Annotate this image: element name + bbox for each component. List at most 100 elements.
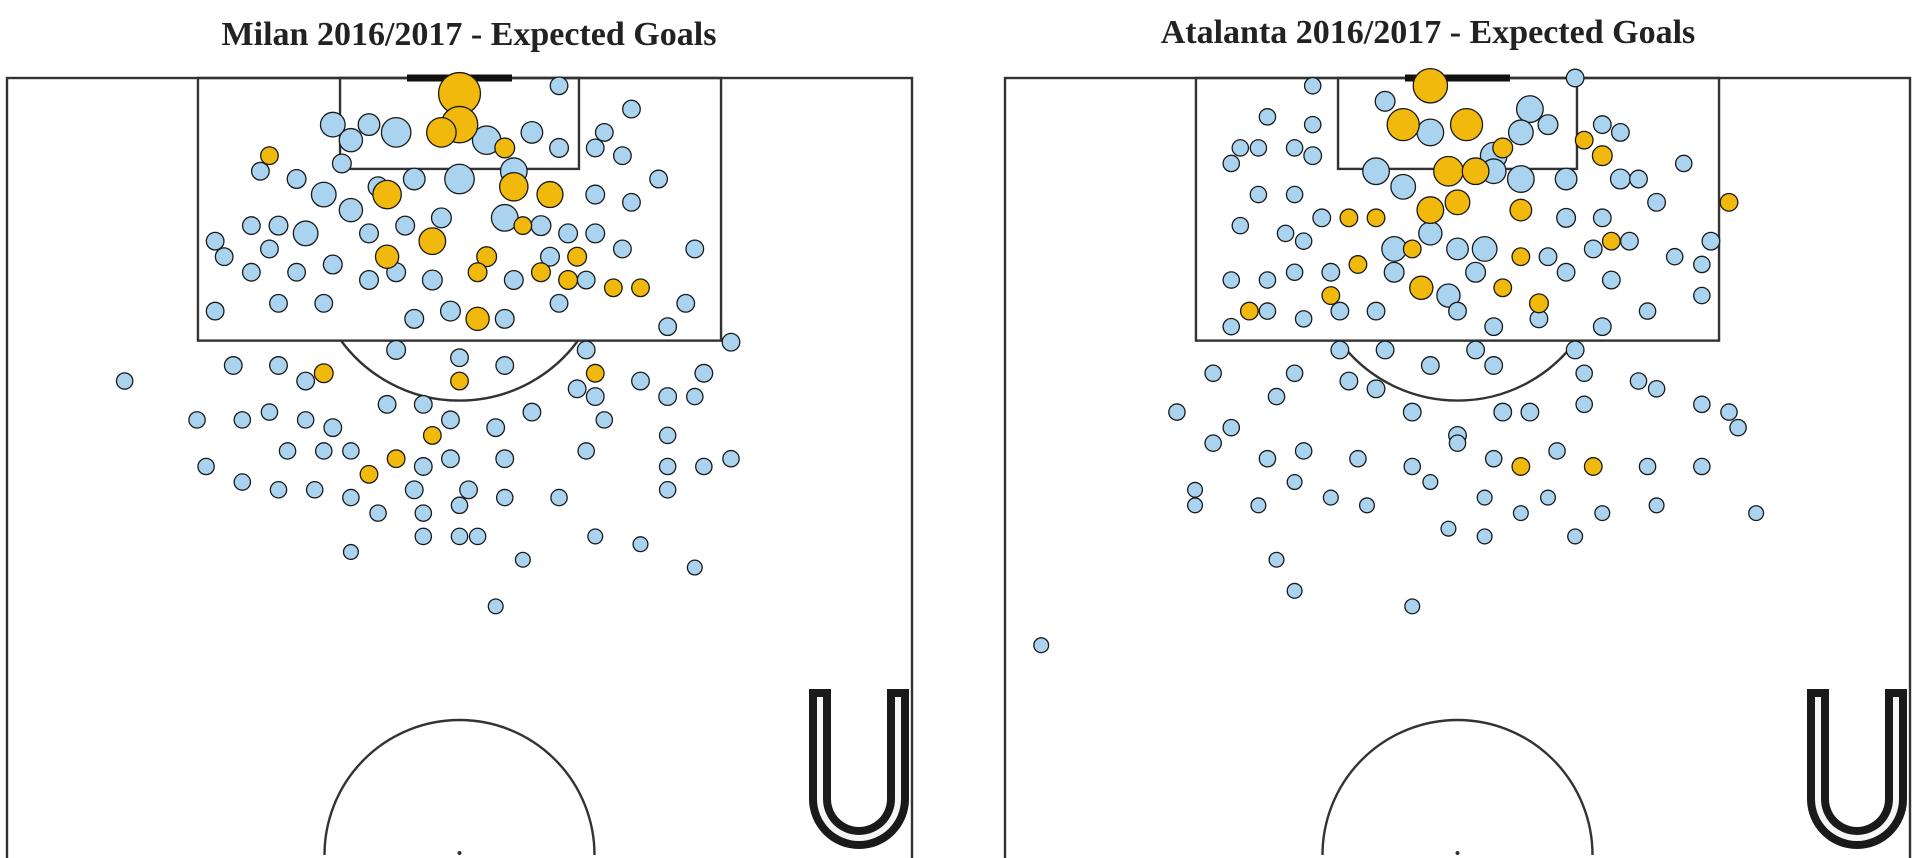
shot bbox=[467, 262, 488, 283]
shot bbox=[450, 496, 469, 515]
shot bbox=[686, 559, 703, 576]
shot bbox=[1436, 283, 1461, 308]
shot bbox=[1033, 637, 1050, 654]
shot bbox=[1592, 317, 1612, 337]
shot bbox=[631, 371, 650, 391]
shot bbox=[269, 356, 288, 375]
shot bbox=[296, 411, 315, 429]
shot bbox=[585, 363, 605, 383]
shot bbox=[1258, 302, 1277, 320]
logo-u bbox=[1807, 689, 1907, 849]
shot bbox=[1321, 262, 1341, 282]
shot bbox=[685, 387, 704, 406]
shot bbox=[426, 117, 457, 148]
shot bbox=[1285, 185, 1304, 204]
shot bbox=[241, 262, 261, 282]
shot bbox=[421, 269, 443, 291]
shot bbox=[622, 192, 641, 212]
shot bbox=[1362, 157, 1390, 186]
shot bbox=[269, 481, 288, 499]
shot bbox=[1276, 224, 1295, 243]
shot bbox=[567, 379, 587, 399]
shot bbox=[1719, 192, 1739, 212]
shot bbox=[585, 138, 605, 158]
shot bbox=[292, 220, 319, 247]
shot bbox=[314, 293, 334, 313]
shot bbox=[587, 528, 604, 545]
shot bbox=[1484, 449, 1503, 468]
shot bbox=[1638, 302, 1657, 320]
shot bbox=[558, 223, 579, 244]
shot bbox=[567, 246, 588, 267]
shot bbox=[1466, 340, 1486, 360]
shot bbox=[576, 340, 596, 360]
shot bbox=[549, 293, 569, 313]
shot bbox=[1187, 497, 1204, 514]
shot bbox=[260, 146, 279, 166]
shot bbox=[1420, 356, 1440, 375]
shot bbox=[1416, 118, 1445, 147]
shot bbox=[1258, 449, 1277, 468]
shot bbox=[694, 363, 714, 383]
shot bbox=[1444, 189, 1471, 216]
shot bbox=[441, 449, 460, 469]
logo-u bbox=[809, 689, 909, 849]
penalty-arc bbox=[1338, 339, 1577, 402]
shot bbox=[413, 394, 433, 414]
shot bbox=[1348, 255, 1368, 274]
shot bbox=[514, 551, 531, 568]
shot bbox=[1321, 286, 1341, 306]
shot bbox=[414, 527, 433, 546]
shot bbox=[342, 442, 360, 460]
shot bbox=[322, 254, 343, 275]
shot bbox=[197, 457, 215, 476]
shot bbox=[459, 480, 479, 500]
shot bbox=[649, 169, 669, 189]
shot bbox=[494, 308, 515, 329]
shot bbox=[1575, 395, 1594, 414]
shot bbox=[205, 231, 225, 251]
shot bbox=[1556, 207, 1577, 228]
shot bbox=[1381, 235, 1408, 262]
shot bbox=[260, 403, 279, 421]
shot bbox=[594, 122, 614, 142]
shot bbox=[241, 216, 261, 236]
shot bbox=[1285, 263, 1304, 282]
shot bbox=[1492, 137, 1514, 159]
shot bbox=[1433, 155, 1464, 187]
shot bbox=[1565, 68, 1585, 88]
shot bbox=[1294, 442, 1313, 460]
shot bbox=[1629, 169, 1648, 189]
shot bbox=[585, 387, 605, 407]
shot bbox=[1583, 457, 1603, 476]
shot bbox=[1446, 237, 1469, 261]
shot bbox=[522, 402, 542, 422]
shot bbox=[1539, 489, 1557, 506]
shot bbox=[603, 278, 623, 298]
shot bbox=[358, 270, 380, 291]
shot bbox=[359, 464, 379, 484]
shot bbox=[1528, 293, 1549, 314]
shot bbox=[305, 481, 324, 499]
shot bbox=[372, 179, 402, 210]
shot bbox=[380, 117, 412, 148]
shot bbox=[450, 371, 469, 391]
shot bbox=[1285, 364, 1304, 383]
shot bbox=[233, 411, 252, 429]
shot bbox=[1574, 130, 1594, 150]
shot bbox=[658, 426, 677, 445]
shot bbox=[115, 372, 134, 390]
shot bbox=[386, 339, 407, 360]
shot bbox=[1461, 157, 1490, 186]
shot bbox=[495, 356, 515, 375]
shot bbox=[223, 356, 243, 375]
shot bbox=[296, 371, 316, 391]
shot bbox=[1312, 208, 1332, 228]
shot bbox=[450, 348, 469, 368]
shot bbox=[1610, 122, 1630, 142]
shot bbox=[1511, 247, 1531, 267]
shot bbox=[1349, 449, 1367, 468]
shot bbox=[287, 262, 307, 282]
shot bbox=[1647, 379, 1666, 398]
